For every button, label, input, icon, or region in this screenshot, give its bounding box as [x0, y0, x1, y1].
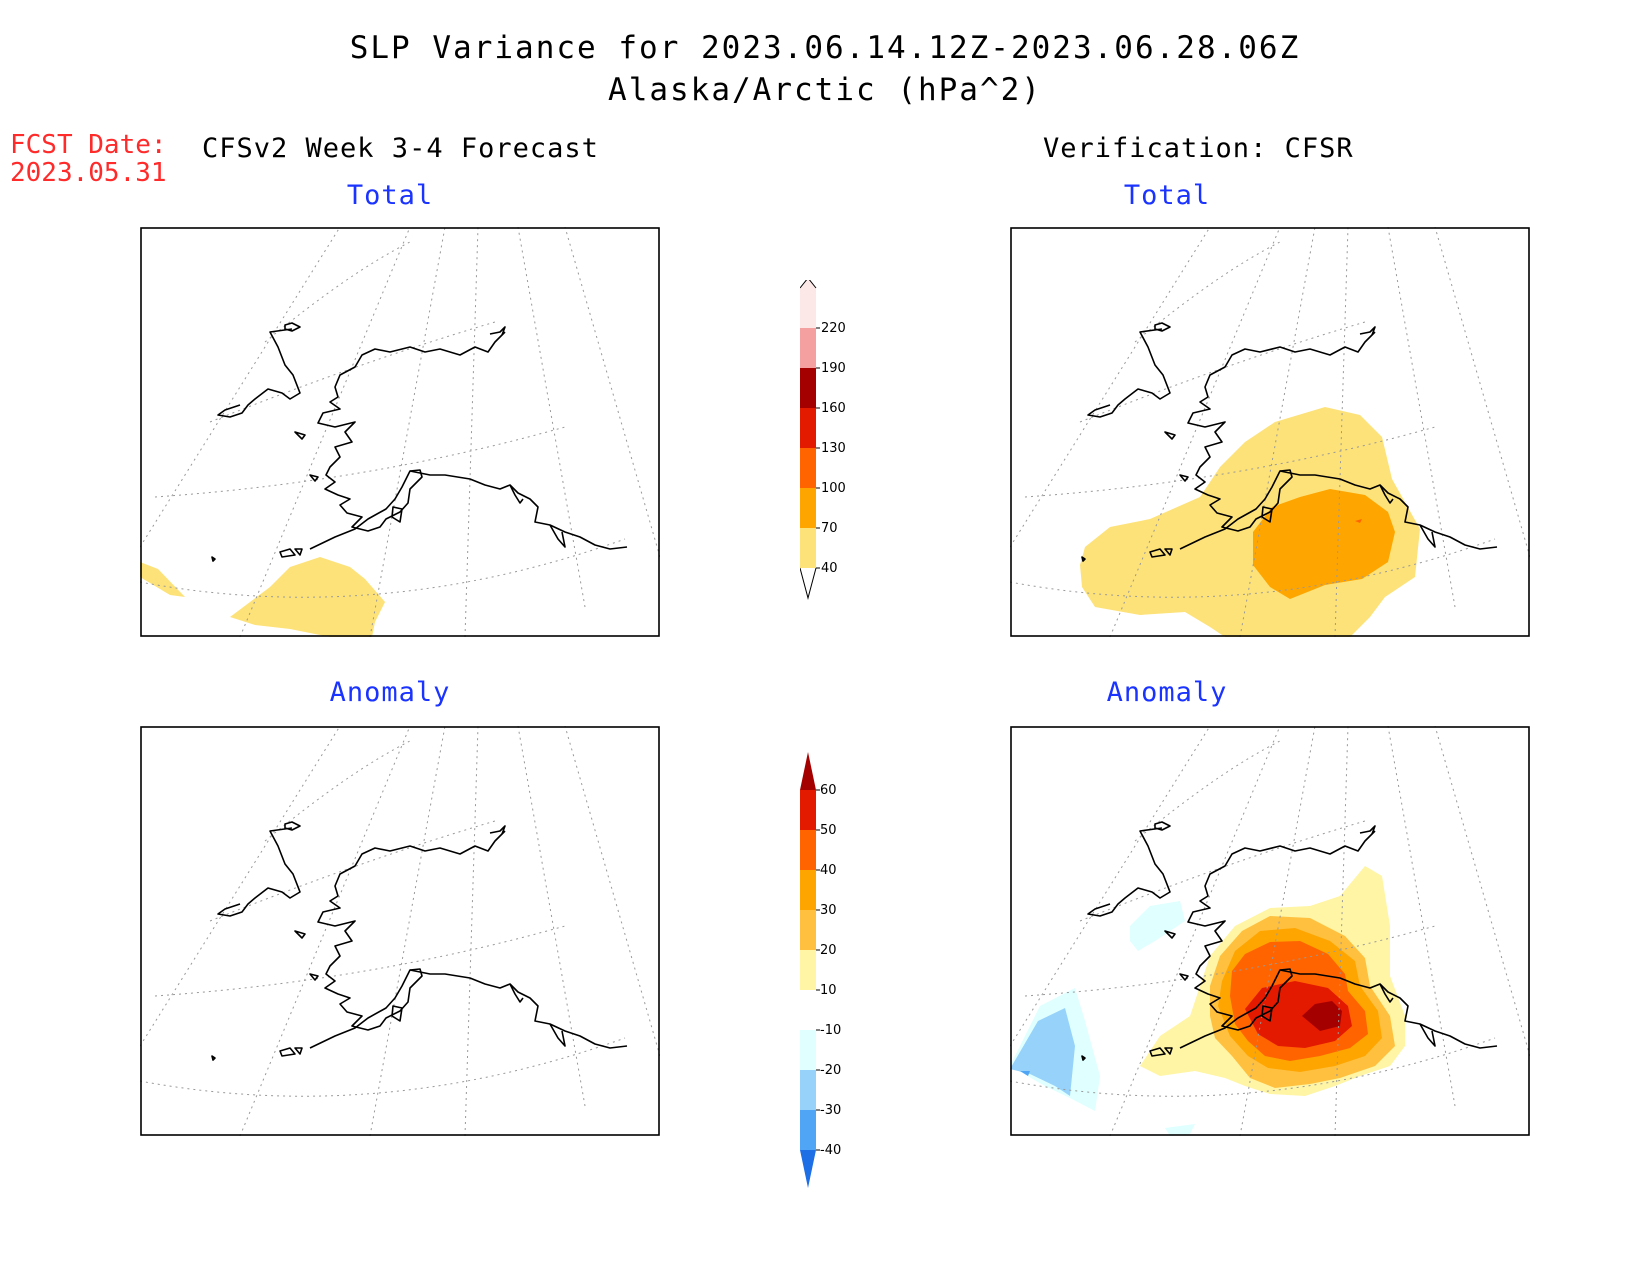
total-colorbar-label: 160 [821, 401, 846, 416]
anomaly-colorbar-label: 30 [820, 903, 837, 918]
total-colorbar-label: 220 [821, 321, 846, 336]
verification-anomaly-map [1010, 726, 1530, 1136]
anomaly-colorbar-label: -30 [820, 1103, 841, 1118]
total-colorbar-swatch [800, 528, 816, 568]
figure-subtitle: Alaska/Arctic (hPa^2) [608, 72, 1042, 108]
anomaly-colorbar-label: 10 [820, 983, 837, 998]
forecast-anomaly-title: Anomaly [329, 677, 451, 708]
verification-anomaly-title: Anomaly [1106, 677, 1228, 708]
anomaly-colorbar-label: -40 [820, 1143, 841, 1158]
anomaly-colorbar-swatch [800, 910, 816, 950]
figure-title: SLP Variance for 2023.06.14.12Z-2023.06.… [349, 30, 1301, 66]
anomaly-colorbar-swatch [800, 950, 816, 990]
anomaly-colorbar-label: -10 [820, 1023, 841, 1038]
anomaly-colorbar-label: 40 [820, 863, 837, 878]
total-colorbar-swatch [800, 488, 816, 528]
anomaly-colorbar-swatch [800, 1110, 816, 1150]
fcst-date-label: FCST Date: [10, 130, 167, 160]
forecast-column-header: CFSv2 Week 3-4 Forecast [202, 133, 599, 164]
fcst-date-value: 2023.05.31 [10, 158, 167, 188]
total-colorbar-label: 40 [821, 561, 838, 576]
anomaly-colorbar: 60 50 40 30 20 10 -10 -20 -30 -40 [800, 750, 870, 1214]
total-colorbar-swatch [800, 368, 816, 408]
anomaly-colorbar-label: 60 [820, 783, 837, 798]
verification-total-map [1010, 227, 1530, 637]
anomaly-colorbar-swatch [800, 870, 816, 910]
total-colorbar-label: 70 [821, 521, 838, 536]
forecast-total-map [140, 227, 660, 637]
anomaly-colorbar-swatch [800, 830, 816, 870]
anomaly-colorbar-label: 20 [820, 943, 837, 958]
verification-total-title: Total [1123, 180, 1211, 211]
total-colorbar-swatch [800, 448, 816, 488]
verification-column-header: Verification: CFSR [1043, 133, 1354, 164]
total-colorbar-label: 190 [821, 361, 846, 376]
anomaly-colorbar-label: -20 [820, 1063, 841, 1078]
total-colorbar-swatch [800, 288, 816, 328]
total-colorbar-label: 130 [821, 441, 846, 456]
total-colorbar-label: 100 [821, 481, 846, 496]
anomaly-colorbar-label: 50 [820, 823, 837, 838]
anomaly-colorbar-swatch [800, 990, 816, 1030]
forecast-total-title: Total [346, 180, 434, 211]
total-colorbar: 40 70 100 130 160 190 220 [799, 277, 870, 614]
anomaly-colorbar-swatch [800, 1070, 816, 1110]
total-colorbar-swatch [800, 328, 816, 368]
verification-anomaly-shading [1010, 866, 1405, 1136]
anomaly-colorbar-swatch [800, 790, 816, 830]
total-colorbar-swatch [800, 408, 816, 448]
anomaly-colorbar-swatch [800, 1030, 816, 1070]
forecast-anomaly-map [140, 726, 660, 1136]
verification-total-shading [1080, 407, 1420, 637]
